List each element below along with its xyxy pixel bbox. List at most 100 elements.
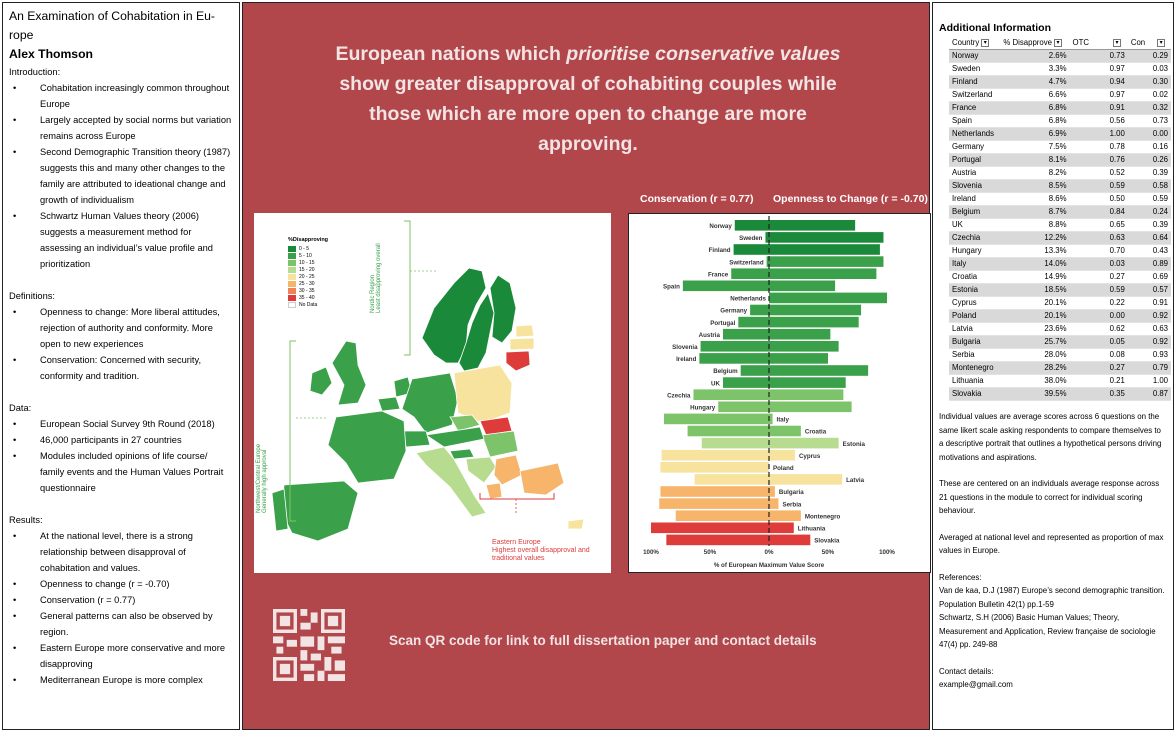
headline-pre: European nations which xyxy=(335,43,567,65)
col-country[interactable]: Country ▾ xyxy=(949,37,1001,50)
cell-country: Latvia xyxy=(949,322,1001,336)
cell-con: 0.03 xyxy=(1127,62,1171,76)
qr-code-icon[interactable] xyxy=(273,609,345,681)
country-label: Ireland xyxy=(676,356,697,363)
cell-con: 0.29 xyxy=(1127,49,1171,63)
list-item: Openness to change: More liberal attitud… xyxy=(9,304,233,352)
cell-otc: 0.59 xyxy=(1069,283,1128,297)
country-label: Croatia xyxy=(805,429,827,436)
openness-bar xyxy=(769,498,779,509)
note-1: Individual values are average scores acr… xyxy=(939,412,1162,462)
conservation-bar xyxy=(663,413,769,425)
list-item: Second Demographic Transition theory (19… xyxy=(9,144,233,208)
data-heading: Data: xyxy=(9,403,32,413)
map-slovenia xyxy=(449,448,475,460)
openness-bar xyxy=(769,244,880,255)
cell-otc: 0.76 xyxy=(1069,153,1128,167)
note-3: Averaged at national level and represent… xyxy=(939,532,1164,556)
legend-swatch xyxy=(288,301,296,308)
filter-icon[interactable]: ▾ xyxy=(1157,38,1166,47)
country-label: Czechia xyxy=(667,392,691,399)
cell-country: Germany xyxy=(949,140,1001,154)
country-label: Norway xyxy=(709,223,732,230)
cell-disapprove: 20.1% xyxy=(1000,309,1070,323)
cell-con: 0.92 xyxy=(1127,309,1171,323)
conservation-bar xyxy=(699,353,769,364)
col-con[interactable]: Con ▾ xyxy=(1127,37,1171,50)
cell-con: 0.58 xyxy=(1127,179,1171,193)
map-croatia xyxy=(465,456,497,484)
col-otc-label: OTC xyxy=(1072,38,1089,47)
cell-otc: 0.50 xyxy=(1069,192,1128,206)
cell-country: Montenegro xyxy=(949,361,1001,375)
cell-otc: 0.84 xyxy=(1069,205,1128,219)
cell-otc: 0.59 xyxy=(1069,179,1128,193)
cell-disapprove: 2.6% xyxy=(1000,49,1070,63)
legend-item: 10 - 15 xyxy=(288,259,328,266)
filter-icon[interactable]: ▾ xyxy=(1112,38,1121,47)
cell-con: 0.00 xyxy=(1127,127,1171,141)
cell-country: France xyxy=(949,101,1001,115)
cell-disapprove: 39.5% xyxy=(1000,387,1070,401)
definitions-heading: Definitions: xyxy=(9,291,55,301)
cell-otc: 0.22 xyxy=(1069,296,1128,310)
map-montenegro xyxy=(485,482,503,500)
openness-bar xyxy=(769,413,773,425)
legend-swatch xyxy=(288,266,296,273)
cell-disapprove: 8.5% xyxy=(1000,179,1070,193)
nordic-label: Nordic Region Least disapproving overall xyxy=(370,243,382,313)
map-finland xyxy=(489,274,517,344)
table-row: Switzerland 6.6% 0.97 0.02 xyxy=(949,88,1171,102)
legend-item: 25 - 30 xyxy=(288,280,328,287)
contact-email[interactable]: example@gmail.com xyxy=(939,680,1013,689)
headline: European nations which prioritise conser… xyxy=(323,39,853,159)
conservation-bar xyxy=(731,268,769,279)
cell-country: Belgium xyxy=(949,205,1001,219)
cell-otc: 0.91 xyxy=(1069,101,1128,115)
table-row: Croatia 14.9% 0.27 0.69 xyxy=(949,270,1171,284)
legend-label: 15 - 20 xyxy=(299,266,315,273)
conservation-bar xyxy=(722,377,769,388)
cell-country: Bulgaria xyxy=(949,335,1001,349)
east-label-title: Eastern Europe xyxy=(492,539,541,546)
country-label: Poland xyxy=(773,465,794,472)
legend-label: 20 - 25 xyxy=(299,273,315,280)
country-label: Netherlands xyxy=(730,296,766,303)
col-disapprove[interactable]: % Disapprove ▾ xyxy=(1000,37,1070,50)
table-header-row: Country ▾ % Disapprove ▾ OTC ▾ Con ▾ xyxy=(949,37,1171,50)
cell-otc: 0.00 xyxy=(1069,309,1128,323)
map-czechia xyxy=(449,414,481,432)
openness-bar xyxy=(769,268,877,279)
reference-1: Van de kaa, D.J (1987) Europe’s second d… xyxy=(939,586,1165,609)
col-disapprove-label: % Disapprove xyxy=(1003,38,1052,47)
tick-label: 0% xyxy=(765,549,774,556)
list-item: Modules included opinions of life course… xyxy=(9,448,233,496)
table-row: Germany 7.5% 0.78 0.16 xyxy=(949,140,1171,154)
filter-icon[interactable]: ▾ xyxy=(981,38,990,47)
list-item: 46,000 participants in 27 countries xyxy=(9,432,233,448)
conservation-bar xyxy=(660,462,769,473)
legend-item: 20 - 25 xyxy=(288,273,328,280)
map-spain xyxy=(281,480,359,542)
col-otc[interactable]: OTC ▾ xyxy=(1069,37,1128,50)
openness-bar xyxy=(769,425,801,437)
country-label: Estonia xyxy=(843,441,866,448)
country-label: Belgium xyxy=(713,368,738,375)
conservation-bar xyxy=(682,280,769,292)
cell-country: Slovakia xyxy=(949,387,1001,401)
conservation-bar xyxy=(694,474,769,485)
cell-disapprove: 20.1% xyxy=(1000,296,1070,310)
conservation-bar xyxy=(661,449,769,461)
definitions-list: Openness to change: More liberal attitud… xyxy=(9,304,233,384)
tick-label: 50% xyxy=(822,549,835,556)
filter-icon[interactable]: ▾ xyxy=(1053,38,1062,47)
right-panel: Additional Information Country ▾ % Disapp… xyxy=(932,2,1174,730)
legend-swatch xyxy=(288,294,296,301)
cell-country: Czechia xyxy=(949,231,1001,245)
tick-label: 100% xyxy=(643,549,659,556)
cell-con: 0.02 xyxy=(1127,88,1171,102)
legend-title: %Disapproving xyxy=(288,237,329,243)
country-label: Latvia xyxy=(846,477,864,484)
cell-con: 0.57 xyxy=(1127,283,1171,297)
